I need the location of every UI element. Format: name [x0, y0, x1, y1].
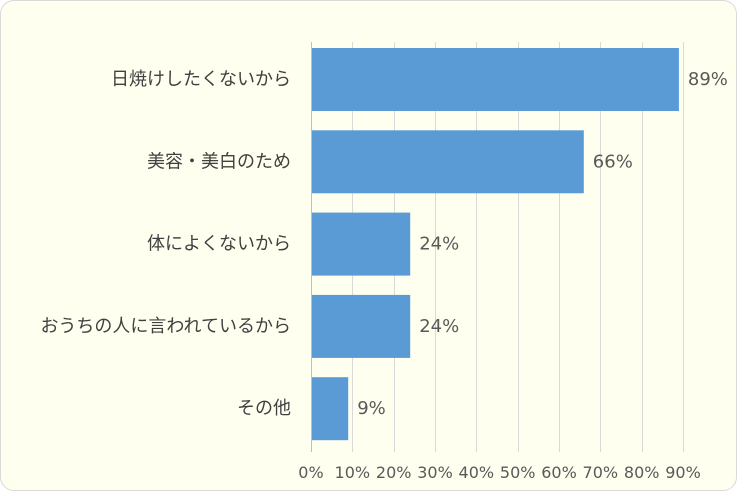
- x-tick-label: 30%: [417, 463, 453, 482]
- bar: [311, 212, 411, 276]
- x-tick-label: 10%: [335, 463, 371, 482]
- x-tick-label: 20%: [376, 463, 412, 482]
- x-tick-label: 60%: [541, 463, 577, 482]
- data-label: 24%: [419, 234, 459, 255]
- category-label: 日焼けしたくないから: [111, 69, 291, 90]
- x-tick-label: 80%: [624, 463, 660, 482]
- bar: [311, 377, 349, 441]
- bar: [311, 294, 411, 358]
- category-label: 体によくないから: [147, 234, 291, 255]
- data-label: 24%: [419, 316, 459, 337]
- data-label: 9%: [357, 398, 386, 419]
- bar: [311, 130, 584, 194]
- category-label: おうちの人に言われているから: [40, 316, 291, 337]
- x-tick-label: 0%: [298, 463, 323, 482]
- category-label: その他: [237, 398, 291, 419]
- data-label: 89%: [688, 69, 728, 90]
- category-label: 美容・美白のため: [147, 151, 291, 172]
- bar: [311, 48, 679, 111]
- x-tick-label: 50%: [500, 463, 536, 482]
- x-tick-label: 90%: [665, 463, 701, 482]
- x-tick-label: 40%: [459, 463, 495, 482]
- data-label: 66%: [593, 151, 633, 172]
- x-tick-label: 70%: [583, 463, 619, 482]
